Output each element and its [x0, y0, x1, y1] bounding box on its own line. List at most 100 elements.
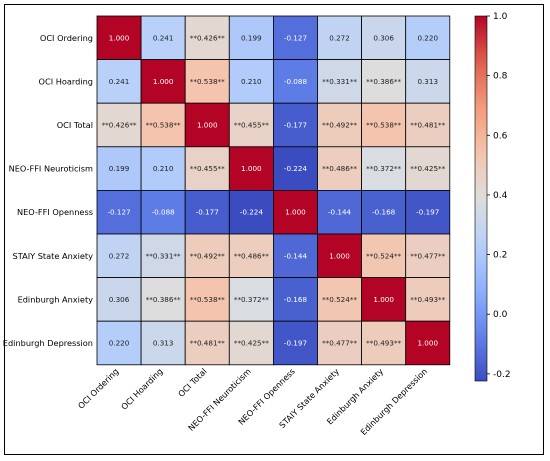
cell-label: 0.272 — [329, 33, 350, 42]
heatmap-cell — [228, 277, 274, 322]
y-tick-label: OCI Ordering — [40, 33, 93, 43]
cell-label: 0.210 — [241, 77, 262, 86]
heatmap-cell — [317, 277, 362, 322]
colorbar-tick-label: 0.2 — [493, 251, 507, 261]
cell-label: 1.000 — [417, 339, 438, 348]
heatmap-cell — [272, 233, 318, 278]
colorbar-tick-label: 1.0 — [493, 12, 508, 22]
cell-label: 0.220 — [417, 33, 438, 42]
heatmap-cell — [140, 320, 186, 366]
cell-label: -0.177 — [196, 208, 219, 217]
cell-label: **0.426** — [102, 121, 137, 130]
heatmap-cell — [317, 146, 362, 191]
heatmap-cell — [361, 320, 407, 366]
cell-label: **0.386** — [366, 77, 401, 86]
cell-label: **0.538** — [190, 295, 225, 304]
colorbar-tick-label: 0.0 — [493, 310, 508, 320]
cell-label: -0.197 — [284, 339, 307, 348]
heatmap-cell — [96, 102, 142, 148]
heatmap-cell — [140, 146, 186, 191]
heatmap-cell — [184, 102, 230, 148]
cell-label: 1.000 — [373, 295, 394, 304]
y-tick-label: Edinburgh Depression — [3, 338, 93, 348]
cell-label: -0.127 — [284, 33, 307, 42]
heatmap-cell — [405, 59, 451, 104]
colorbar-tick-label: 0.8 — [493, 72, 508, 82]
heatmap-cell — [272, 59, 318, 104]
cell-label: 0.241 — [153, 33, 174, 42]
cell-label: **0.455** — [234, 121, 269, 130]
heatmap-cell — [184, 146, 230, 191]
colorbar-gradient — [474, 15, 488, 382]
heatmap-cell — [272, 277, 318, 322]
cell-label: 0.199 — [241, 33, 262, 42]
cell-label: 1.000 — [285, 208, 306, 217]
y-tick-label: OCI Hoarding — [39, 76, 93, 86]
cell-label: **0.486** — [322, 164, 357, 173]
cell-label: -0.088 — [284, 77, 308, 86]
cell-label: **0.425** — [410, 164, 445, 173]
heatmap-cell — [140, 15, 186, 60]
heatmap-cell — [96, 59, 142, 104]
cell-label: -0.127 — [107, 208, 130, 217]
cell-label: 1.000 — [241, 164, 262, 173]
heatmap-cell — [272, 320, 318, 366]
cell-label: **0.372** — [234, 295, 269, 304]
cell-label: -0.088 — [152, 208, 176, 217]
cell-label: -0.168 — [372, 208, 396, 217]
heatmap-cell — [405, 320, 451, 366]
y-tick-label: NEO-FFI Neuroticism — [9, 164, 93, 174]
cell-label: 0.210 — [153, 164, 174, 173]
cell-label: **0.481** — [190, 339, 225, 348]
heatmap-cell — [140, 102, 186, 148]
cell-label: **0.425** — [234, 339, 269, 348]
cell-label: -0.144 — [284, 251, 308, 260]
cell-label: 0.306 — [109, 295, 130, 304]
cell-label: 0.272 — [109, 251, 130, 260]
heatmap-cell — [361, 233, 407, 278]
cell-label: 0.313 — [153, 339, 174, 348]
heatmap-cell — [405, 233, 451, 278]
cell-label: **0.477** — [410, 251, 445, 260]
colorbar-tick-label: 0.4 — [493, 191, 508, 201]
heatmap-cell — [184, 189, 230, 235]
cell-label: **0.524** — [366, 251, 401, 260]
cell-label: **0.492** — [322, 121, 357, 130]
heatmap-cell — [96, 15, 142, 60]
heatmap-cell — [405, 102, 451, 148]
cell-label: **0.455** — [190, 164, 225, 173]
cell-label: **0.386** — [146, 295, 181, 304]
heatmap-cell — [272, 15, 318, 60]
cell-label: -0.168 — [284, 295, 308, 304]
cell-label: **0.477** — [322, 339, 357, 348]
cell-label: **0.486** — [234, 251, 269, 260]
heatmap-cell — [361, 59, 407, 104]
heatmap-cell — [140, 233, 186, 278]
y-tick-label: Edinburgh Anxiety — [18, 294, 94, 304]
cell-label: **0.331** — [146, 251, 181, 260]
cell-label: **0.331** — [322, 77, 357, 86]
cell-label: **0.538** — [366, 121, 401, 130]
colorbar: 1.0 0.8 0.6 0.4 0.2 0.0 -0.2 — [474, 12, 511, 382]
heatmap-cell — [96, 277, 142, 322]
heatmap-cell — [228, 102, 274, 148]
heatmap-cell — [228, 320, 274, 366]
cell-label: -0.224 — [240, 208, 264, 217]
y-tick-label: NEO-FFI Openness — [17, 207, 93, 217]
cell-label: -0.197 — [416, 208, 439, 217]
cell-label: 1.000 — [109, 33, 130, 42]
cell-label: 1.000 — [329, 251, 350, 260]
cell-label: 1.000 — [153, 77, 174, 86]
heatmap-cell — [272, 102, 318, 148]
heatmap-cell — [361, 277, 407, 322]
cell-label: **0.426** — [190, 33, 225, 42]
cell-label: **0.538** — [190, 77, 225, 86]
cell-label: **0.493** — [410, 295, 445, 304]
y-tick-label: STAIY State Anxiety — [13, 251, 94, 261]
cell-label: **0.372** — [366, 164, 401, 173]
heatmap-cell — [317, 233, 362, 278]
cell-label: **0.492** — [190, 251, 225, 260]
cell-label: -0.224 — [284, 164, 308, 173]
